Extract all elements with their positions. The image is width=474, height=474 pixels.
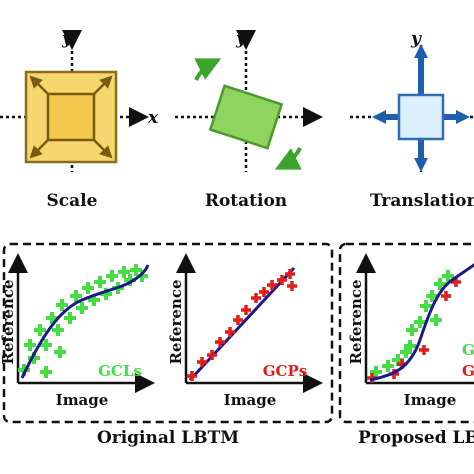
plot-gcl: Reference Image GCLs xyxy=(0,253,155,409)
scale-inner-square xyxy=(46,92,96,142)
proposed-lbtm-box xyxy=(338,242,474,424)
gcl-marker xyxy=(40,339,52,351)
original-lbtm-box xyxy=(2,242,334,424)
gcl-marker xyxy=(442,270,454,282)
rotation-panel: y Rotation xyxy=(175,29,323,211)
gcl-marker xyxy=(420,300,432,312)
plot-ylabel: Reference xyxy=(347,279,365,364)
gcp-marker xyxy=(441,291,451,301)
plot-ylabel: Reference xyxy=(0,279,17,364)
gcp-marker xyxy=(285,269,295,279)
translation-arrow-right xyxy=(443,110,470,124)
translation-square xyxy=(397,93,445,141)
axis-y-label: y xyxy=(61,29,73,49)
plot-gcp: Reference Image GCPs xyxy=(167,253,323,409)
legend-gcls: GCLs xyxy=(98,362,142,380)
gcp-marker xyxy=(287,281,297,291)
axis-y-label: y xyxy=(235,29,247,49)
gcl-marker xyxy=(34,324,46,336)
scale-panel: y x Scale xyxy=(0,29,159,211)
gcl-marker xyxy=(52,324,64,336)
gcl-marker xyxy=(40,366,52,378)
gcp-marker xyxy=(207,350,217,360)
gcl-marker xyxy=(414,316,426,328)
original-lbtm-label: Original LBTM xyxy=(97,428,239,448)
rotation-label: Rotation xyxy=(205,191,287,211)
plot-ylabel: Reference xyxy=(167,279,185,364)
fitted-curve xyxy=(20,264,150,379)
gcp-marker xyxy=(233,315,243,325)
scale-arrow xyxy=(93,139,113,159)
gcl-marker xyxy=(106,270,118,282)
gcp-marker xyxy=(267,280,277,290)
gcl-marker xyxy=(94,276,106,288)
gcl-marker xyxy=(426,290,438,302)
rotation-arrow xyxy=(194,58,222,81)
scale-arrow xyxy=(93,75,113,95)
gcl-marker xyxy=(406,324,418,336)
translation-arrow-down xyxy=(414,140,428,172)
gcl-marker xyxy=(64,312,76,324)
gcp-marker xyxy=(277,275,287,285)
gcp-marker xyxy=(215,337,225,347)
scale-arrow xyxy=(29,75,49,95)
fitted-curve xyxy=(369,263,474,382)
legend-gcps: GCPs xyxy=(462,362,474,380)
plot-combined: Reference Image GCLs GCPs xyxy=(347,253,474,409)
gcl-marker xyxy=(76,302,88,314)
gcp-marker xyxy=(187,371,197,381)
plot-xlabel: Image xyxy=(224,391,277,409)
translation-arrow-left xyxy=(372,110,399,124)
translation-label: Translation xyxy=(370,191,474,211)
gcp-marker xyxy=(225,327,235,337)
translation-panel: y Translation xyxy=(350,29,474,211)
gcl-marker xyxy=(118,266,130,278)
gcp-marker xyxy=(241,305,251,315)
rotation-rectangle xyxy=(208,84,284,150)
plot-xlabel: Image xyxy=(404,391,457,409)
proposed-lbtm-label: Proposed LBTM xyxy=(358,428,474,448)
gcl-marker xyxy=(382,360,394,372)
gcl-marker xyxy=(82,282,94,294)
gcp-marker xyxy=(197,357,207,367)
scale-label: Scale xyxy=(47,191,98,211)
gcl-marker xyxy=(56,299,68,311)
scale-arrow xyxy=(29,139,49,159)
translation-arrow-up xyxy=(414,44,428,95)
legend-gcls: GCLs xyxy=(462,341,474,359)
axis-y-label: y xyxy=(410,29,422,49)
rotation-arrow xyxy=(274,147,302,170)
gcl-marker xyxy=(370,366,382,378)
gcp-marker xyxy=(251,293,261,303)
plot-xlabel: Image xyxy=(56,391,109,409)
gcl-marker xyxy=(54,346,66,358)
gcl-marker xyxy=(404,340,416,352)
legend-gcps: GCPs xyxy=(263,362,307,380)
gcp-marker xyxy=(419,345,429,355)
gcl-marker xyxy=(430,314,442,326)
gcp-marker xyxy=(259,287,269,297)
gcl-marker xyxy=(46,312,58,324)
gcl-marker xyxy=(24,339,36,351)
axis-x-label: x xyxy=(147,108,159,128)
gcl-marker xyxy=(434,278,446,290)
gcl-marker xyxy=(70,290,82,302)
